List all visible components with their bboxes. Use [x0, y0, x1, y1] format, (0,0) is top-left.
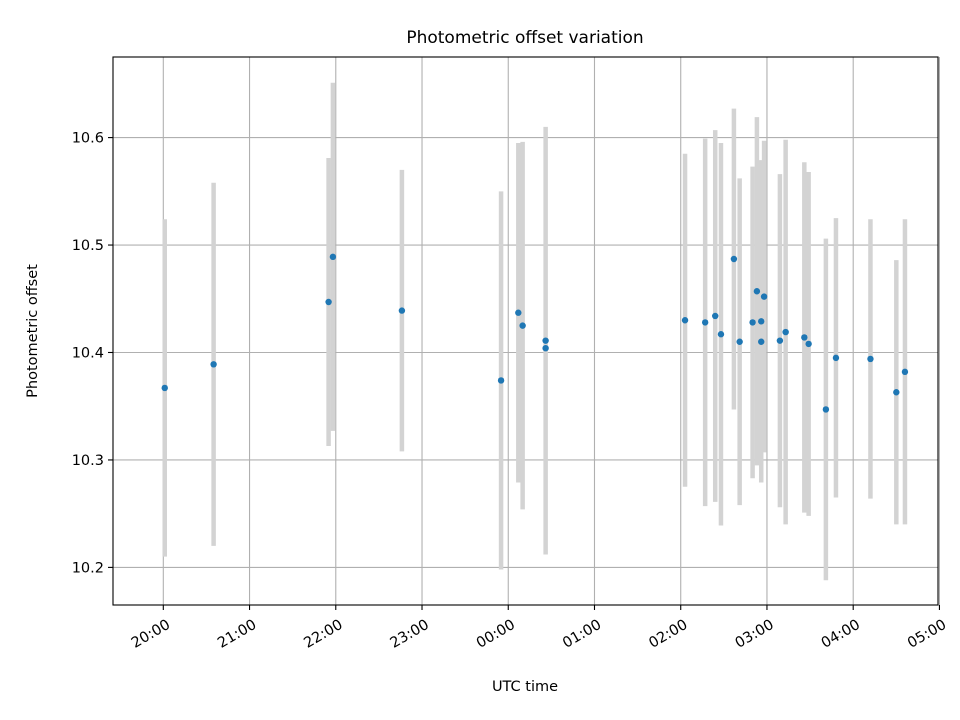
data-point — [542, 344, 549, 352]
data-points — [161, 253, 909, 413]
data-point — [497, 377, 505, 384]
y-tick-label: 10.2 — [72, 560, 104, 576]
data-point — [805, 340, 812, 348]
data-point — [822, 406, 830, 413]
data-point — [832, 354, 840, 362]
data-point — [519, 322, 526, 329]
y-tick-label: 10.4 — [72, 345, 104, 361]
data-point — [901, 368, 909, 376]
plot-frame — [112, 56, 939, 606]
data-point — [515, 309, 522, 316]
data-point — [210, 361, 217, 368]
data-point — [717, 331, 725, 338]
data-point — [701, 319, 709, 326]
y-axis-ticks: 10.2 10.3 10.4 10.5 10.6 — [72, 131, 113, 576]
y-axis-label: Photometric offset — [25, 264, 41, 398]
x-axis-label: UTC time — [492, 679, 558, 695]
data-point — [681, 317, 689, 324]
data-point — [782, 328, 789, 336]
data-point — [736, 338, 743, 345]
data-point — [542, 337, 549, 344]
data-point — [398, 307, 406, 314]
data-point — [758, 318, 765, 325]
data-point — [867, 355, 874, 363]
data-point — [329, 253, 337, 261]
data-point — [753, 288, 761, 295]
data-point — [758, 338, 765, 345]
y-tick-label: 10.3 — [72, 453, 104, 469]
data-point — [893, 389, 900, 396]
y-tick-label: 10.6 — [72, 131, 104, 147]
data-point — [776, 337, 784, 344]
data-point — [749, 319, 756, 326]
data-point — [712, 312, 719, 320]
data-point — [161, 384, 168, 392]
chart-title: Photometric offset variation — [406, 28, 643, 48]
data-point — [730, 255, 738, 263]
data-point — [801, 334, 808, 341]
y-tick-label: 10.5 — [72, 238, 104, 254]
data-point — [325, 298, 332, 306]
data-point — [760, 293, 768, 300]
grid-lines — [113, 57, 940, 605]
